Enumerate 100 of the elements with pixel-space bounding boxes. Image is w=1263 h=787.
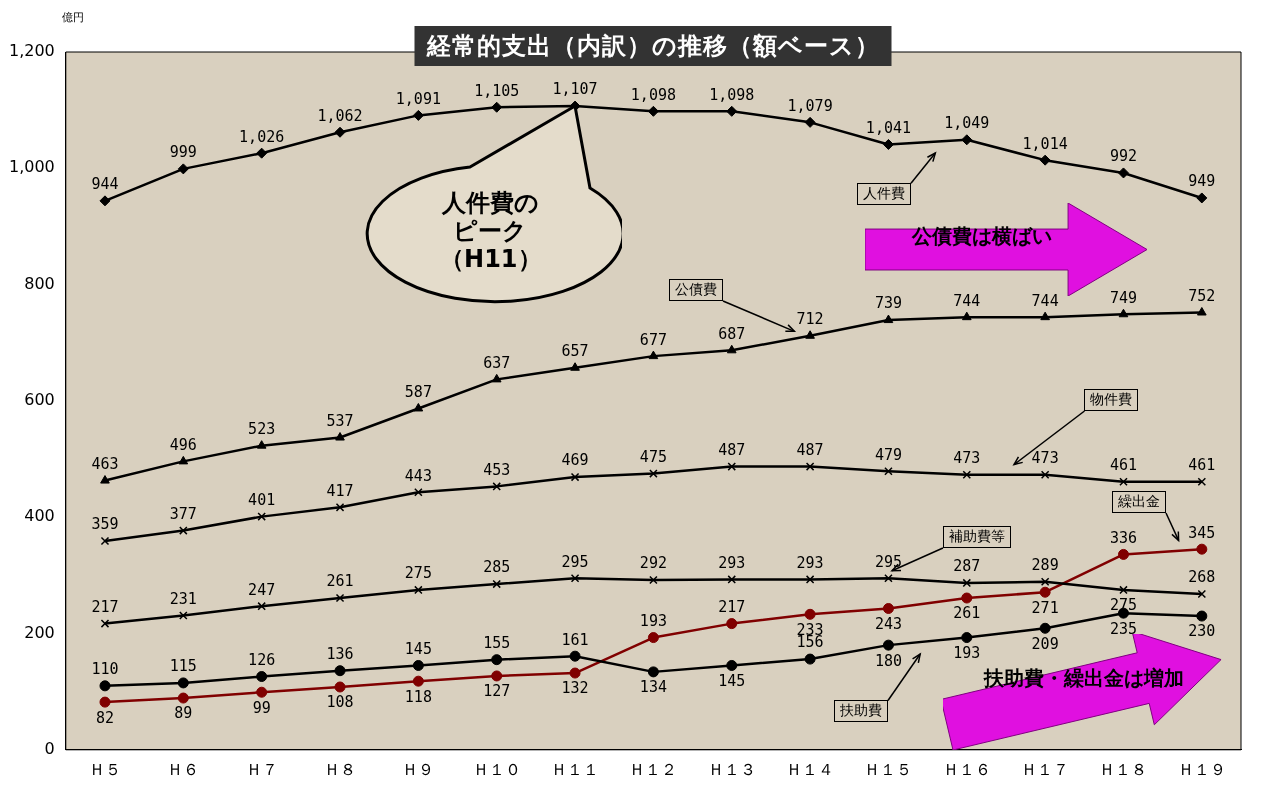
point — [491, 670, 503, 682]
point — [257, 512, 266, 521]
point — [177, 163, 189, 175]
point — [570, 573, 580, 583]
data-label: 1,098 — [709, 85, 755, 104]
point — [256, 671, 268, 683]
point — [961, 134, 973, 146]
point — [491, 654, 503, 666]
chart-title: 経常的支出（内訳）の推移（額ベース） — [414, 26, 892, 66]
x-tick-label: Ｈ１０ — [472, 759, 521, 779]
point — [1040, 470, 1050, 480]
data-label: 744 — [953, 291, 981, 310]
point — [805, 330, 815, 339]
point — [99, 696, 111, 708]
data-label: 453 — [483, 460, 511, 479]
point — [492, 579, 501, 589]
point — [256, 686, 268, 698]
point — [727, 575, 737, 584]
data-label: 749 — [1109, 288, 1138, 307]
x-tick-label: Ｈ１９ — [1177, 759, 1226, 779]
annotation: 人件費のピーク（H11） — [440, 189, 542, 274]
point — [492, 482, 501, 491]
data-label: 443 — [404, 466, 432, 485]
point — [726, 105, 738, 117]
point — [882, 639, 894, 651]
data-label: 401 — [248, 491, 276, 510]
data-label: 217 — [718, 598, 746, 617]
point — [413, 402, 424, 412]
annotation: 公債費は横ばい — [912, 222, 1053, 250]
x-tick-label: Ｈ１４ — [786, 759, 835, 779]
point — [412, 109, 424, 121]
point — [1039, 622, 1051, 634]
point — [647, 666, 659, 678]
data-label: 461 — [1188, 456, 1216, 475]
text: 繰出金 — [1111, 491, 1166, 514]
data-label: 475 — [639, 447, 667, 466]
text: 物件費 — [1084, 389, 1139, 412]
y-tick-label: 0 — [44, 738, 55, 758]
data-label: 949 — [1188, 172, 1216, 191]
data-label: 287 — [953, 557, 981, 576]
data-label: 537 — [326, 411, 354, 430]
x-tick-label: Ｈ１５ — [864, 759, 913, 779]
data-label: 127 — [483, 682, 511, 701]
data-label: 496 — [169, 435, 197, 454]
text: 扶助費 — [833, 700, 888, 723]
data-label: 523 — [248, 420, 276, 439]
data-label: 145 — [718, 671, 746, 690]
data-label: 677 — [639, 330, 667, 349]
point — [1196, 543, 1208, 555]
point — [569, 667, 581, 679]
point — [649, 575, 658, 585]
point — [256, 440, 267, 449]
point — [1117, 548, 1129, 560]
data-label: 271 — [1031, 598, 1059, 617]
data-label: 1,098 — [630, 85, 676, 104]
point — [412, 659, 424, 671]
data-label: 487 — [796, 441, 824, 459]
point — [884, 466, 893, 476]
data-label: 1,105 — [474, 81, 520, 100]
data-label: 657 — [561, 342, 589, 361]
data-label: 134 — [639, 678, 667, 697]
data-label: 261 — [953, 604, 981, 623]
point — [804, 608, 816, 620]
point — [179, 526, 188, 535]
data-label: 587 — [404, 382, 432, 401]
data-label: 944 — [91, 175, 119, 194]
data-label: 289 — [1031, 556, 1059, 575]
data-label: 1,079 — [787, 96, 833, 115]
data-label: 473 — [953, 449, 981, 468]
x-tick-label: Ｈ１３ — [707, 759, 756, 779]
point — [1039, 154, 1051, 166]
point — [649, 469, 658, 478]
point — [257, 601, 266, 611]
data-label: 293 — [796, 553, 824, 572]
data-label: 115 — [169, 657, 197, 676]
data-label: 752 — [1188, 286, 1216, 305]
data-label: 463 — [91, 454, 119, 473]
data-label: 687 — [718, 324, 746, 343]
point — [334, 665, 346, 677]
point — [804, 653, 816, 665]
point — [100, 619, 110, 628]
x-tick-label: Ｈ９ — [402, 759, 435, 779]
point — [805, 462, 815, 471]
data-label: 180 — [874, 651, 902, 670]
data-label: 487 — [718, 441, 746, 459]
point — [726, 659, 738, 671]
point — [961, 592, 973, 604]
point — [962, 578, 972, 588]
point — [1197, 477, 1207, 487]
point — [1039, 586, 1051, 598]
point — [1040, 311, 1050, 321]
data-label: 110 — [91, 660, 119, 679]
x-tick-label: Ｈ８ — [324, 759, 357, 779]
point — [414, 487, 423, 497]
point — [335, 432, 345, 441]
data-label: 82 — [95, 708, 115, 727]
point — [334, 681, 346, 693]
data-label: 118 — [404, 687, 432, 706]
data-label: 136 — [326, 645, 354, 664]
point — [491, 373, 502, 383]
